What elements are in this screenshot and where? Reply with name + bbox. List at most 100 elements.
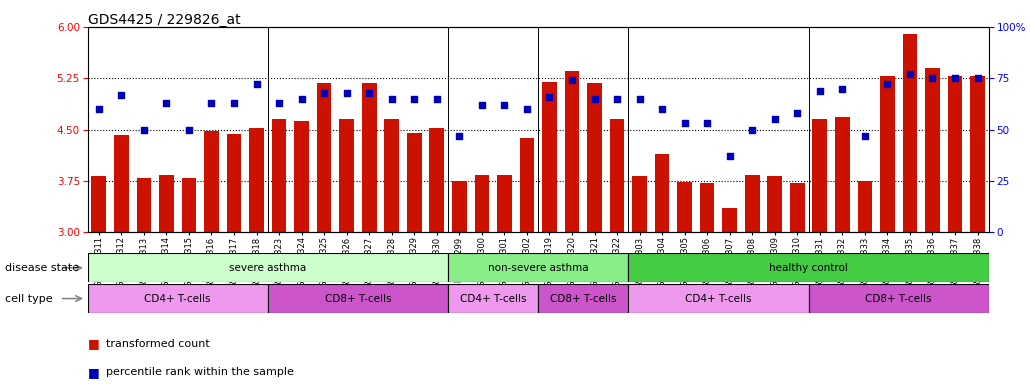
Bar xyxy=(628,284,809,313)
Point xyxy=(812,88,828,94)
Point xyxy=(496,102,513,108)
Point xyxy=(744,127,760,133)
Point xyxy=(226,100,242,106)
Bar xyxy=(317,83,332,232)
Text: transformed count: transformed count xyxy=(106,339,210,349)
Bar xyxy=(497,175,512,232)
Point xyxy=(203,100,219,106)
Text: CD8+ T-cells: CD8+ T-cells xyxy=(550,293,617,304)
Point xyxy=(677,120,693,126)
Point xyxy=(563,77,580,83)
Bar xyxy=(249,128,264,232)
Bar xyxy=(564,71,579,232)
Point xyxy=(969,75,986,81)
Point xyxy=(136,127,152,133)
Bar xyxy=(475,175,489,232)
Bar xyxy=(587,83,602,232)
Bar xyxy=(227,134,241,232)
Point xyxy=(428,96,445,102)
Bar xyxy=(948,76,962,232)
Point xyxy=(316,89,333,96)
Point xyxy=(271,100,287,106)
Point xyxy=(113,92,130,98)
Point xyxy=(180,127,197,133)
Bar xyxy=(678,182,692,232)
Bar xyxy=(722,209,737,232)
Point xyxy=(880,81,896,88)
Bar xyxy=(268,284,448,313)
Point xyxy=(609,96,625,102)
Point xyxy=(91,106,107,112)
Bar xyxy=(114,135,129,232)
Bar xyxy=(925,68,939,232)
Point xyxy=(248,81,265,88)
Point xyxy=(699,120,716,126)
Bar xyxy=(88,253,448,282)
Bar xyxy=(92,176,106,232)
Point xyxy=(406,96,422,102)
Text: CD8+ T-cells: CD8+ T-cells xyxy=(324,293,391,304)
Bar xyxy=(632,176,647,232)
Point xyxy=(654,106,671,112)
Point xyxy=(631,96,648,102)
Bar xyxy=(628,253,989,282)
Text: CD4+ T-cells: CD4+ T-cells xyxy=(685,293,752,304)
Bar xyxy=(339,119,354,232)
Point xyxy=(721,153,737,159)
Point xyxy=(947,75,963,81)
Point xyxy=(766,116,783,122)
Bar xyxy=(970,76,985,232)
Bar xyxy=(448,253,628,282)
Bar xyxy=(538,284,628,313)
Text: GDS4425 / 229826_at: GDS4425 / 229826_at xyxy=(88,13,240,27)
Text: CD8+ T-cells: CD8+ T-cells xyxy=(865,293,932,304)
Bar xyxy=(407,133,421,232)
Text: ■: ■ xyxy=(88,337,99,350)
Text: healthy control: healthy control xyxy=(769,263,848,273)
Point xyxy=(789,110,805,116)
Bar xyxy=(384,119,399,232)
Text: CD4+ T-cells: CD4+ T-cells xyxy=(459,293,526,304)
Bar xyxy=(542,82,557,232)
Bar xyxy=(159,175,174,232)
Text: disease state: disease state xyxy=(5,263,79,273)
Bar xyxy=(448,284,538,313)
Point xyxy=(339,89,355,96)
Bar xyxy=(181,177,197,232)
Text: ■: ■ xyxy=(88,366,99,379)
Bar xyxy=(272,119,286,232)
Point xyxy=(901,71,918,77)
Bar xyxy=(519,138,535,232)
Point xyxy=(924,75,940,81)
Bar xyxy=(137,177,151,232)
Bar xyxy=(655,154,670,232)
Bar xyxy=(452,181,467,232)
Bar xyxy=(204,131,218,232)
Point xyxy=(586,96,603,102)
Text: cell type: cell type xyxy=(5,293,53,304)
Bar xyxy=(430,128,444,232)
Point xyxy=(294,96,310,102)
Bar xyxy=(902,34,918,232)
Point xyxy=(519,106,536,112)
Bar xyxy=(295,121,309,232)
Bar xyxy=(858,181,872,232)
Bar xyxy=(610,119,624,232)
Bar xyxy=(835,117,850,232)
Text: non-severe asthma: non-severe asthma xyxy=(488,263,588,273)
Bar xyxy=(767,176,782,232)
Bar xyxy=(809,284,989,313)
Text: percentile rank within the sample: percentile rank within the sample xyxy=(106,367,294,377)
Bar xyxy=(88,284,268,313)
Bar xyxy=(790,183,804,232)
Point xyxy=(834,86,851,92)
Text: severe asthma: severe asthma xyxy=(229,263,307,273)
Text: CD4+ T-cells: CD4+ T-cells xyxy=(144,293,211,304)
Bar xyxy=(880,76,895,232)
Point xyxy=(474,102,490,108)
Point xyxy=(383,96,400,102)
Point xyxy=(159,100,175,106)
Point xyxy=(451,133,468,139)
Point xyxy=(857,133,873,139)
Point xyxy=(360,89,377,96)
